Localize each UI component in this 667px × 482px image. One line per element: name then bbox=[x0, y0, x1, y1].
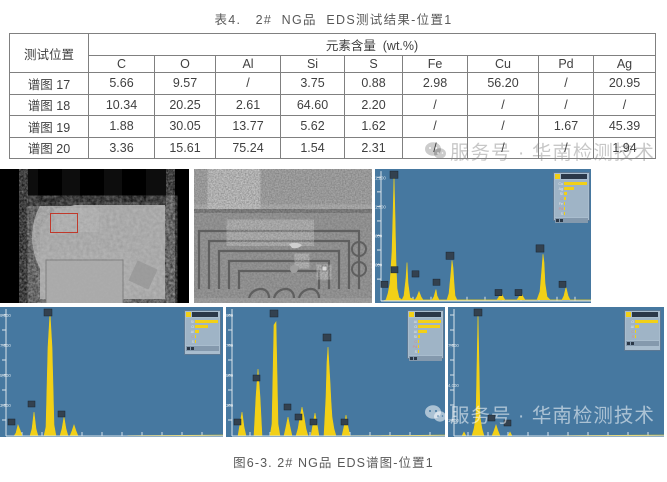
svg-text:700: 700 bbox=[226, 343, 234, 348]
svg-text:600: 600 bbox=[375, 263, 383, 268]
svg-text:800: 800 bbox=[375, 233, 383, 238]
svg-text:300: 300 bbox=[226, 403, 234, 408]
svg-text:500: 500 bbox=[226, 373, 234, 378]
svg-text:900: 900 bbox=[226, 313, 234, 318]
